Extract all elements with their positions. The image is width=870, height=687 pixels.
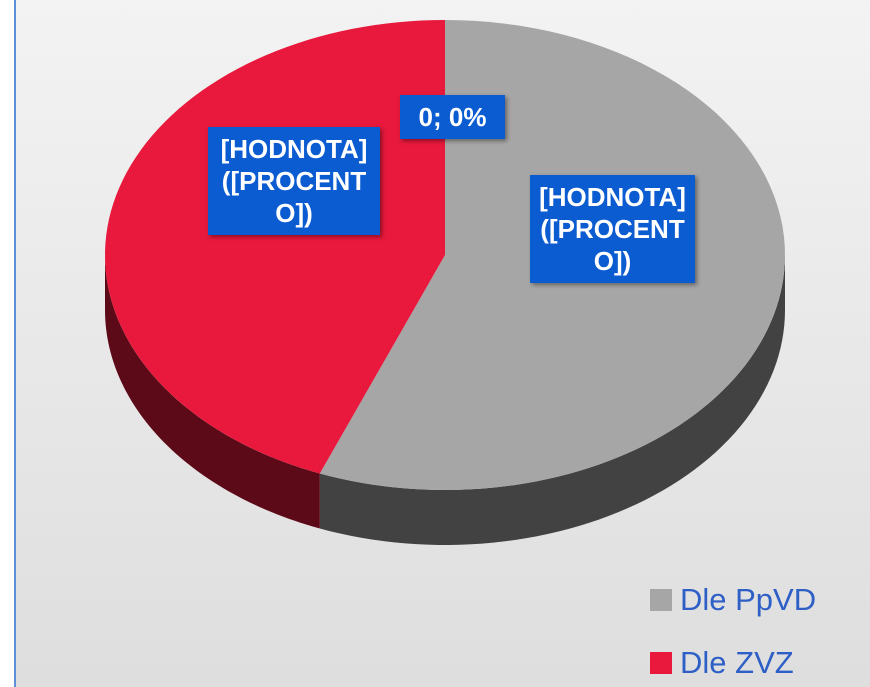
data-label: 0; 0%	[400, 95, 505, 139]
slice-side	[105, 255, 320, 529]
slice-side	[319, 255, 785, 545]
legend-swatch	[650, 589, 672, 611]
legend-label: Dle ZVZ	[680, 645, 794, 680]
legend-label: Dle PpVD	[680, 582, 817, 617]
legend-swatch	[650, 652, 672, 674]
legend-entry: Dle PpVD	[650, 582, 816, 618]
data-label: [HODNOTA] ([PROCENTO])	[208, 127, 380, 235]
legend-entry: Dle ZVZ	[650, 645, 794, 681]
data-label: [HODNOTA] ([PROCENTO])	[530, 175, 695, 283]
